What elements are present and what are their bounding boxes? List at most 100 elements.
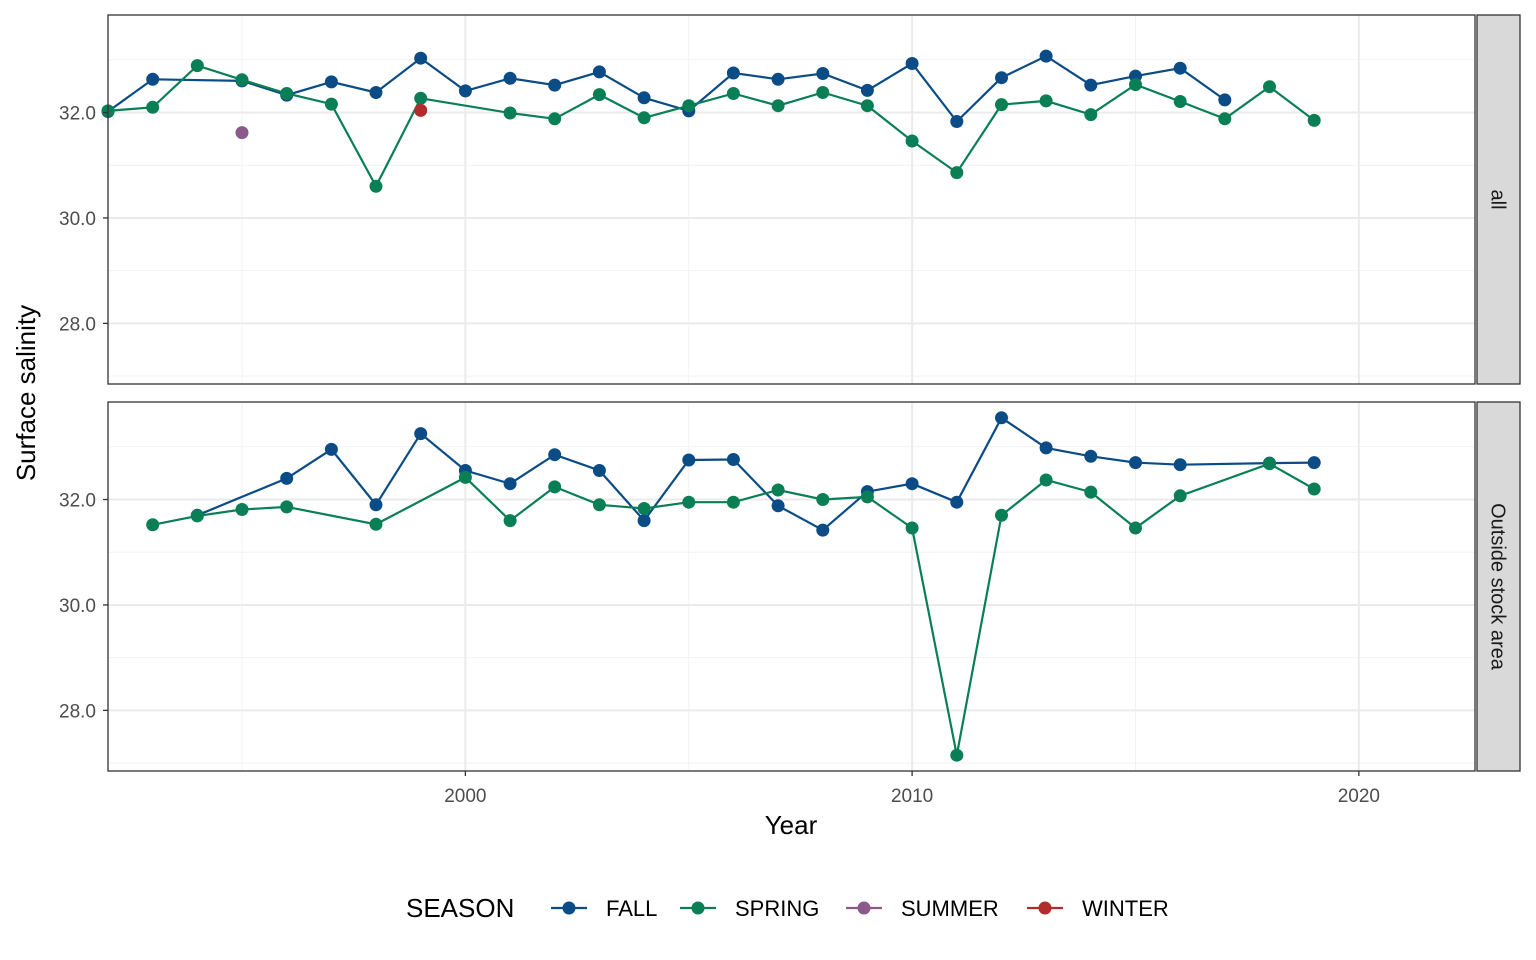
data-point	[637, 111, 651, 125]
data-point	[1129, 456, 1142, 470]
legend-label: SUMMER	[901, 896, 999, 921]
legend-item-winter: WINTER	[1027, 896, 1169, 921]
data-point	[771, 483, 785, 497]
data-point	[682, 495, 696, 509]
data-point	[369, 498, 383, 512]
data-point	[324, 442, 338, 456]
data-point	[280, 471, 294, 485]
data-point	[1084, 485, 1098, 499]
data-point	[1039, 441, 1053, 455]
data-point	[1129, 78, 1142, 92]
data-point	[146, 100, 160, 114]
data-point	[280, 500, 294, 514]
data-point	[816, 67, 830, 80]
data-point	[1263, 457, 1276, 471]
data-point	[414, 91, 428, 105]
data-point	[1084, 108, 1098, 122]
legend-key-point	[562, 901, 576, 915]
y-tick-label: 32.0	[59, 104, 96, 125]
data-point	[771, 72, 785, 86]
data-point	[995, 508, 1008, 522]
data-point	[414, 103, 428, 117]
data-point	[905, 57, 919, 70]
y-tick-label: 28.0	[59, 701, 96, 722]
panel-background	[108, 15, 1475, 384]
data-point	[1084, 449, 1098, 463]
data-point	[414, 51, 428, 65]
chart-panels: 28.0 30.0 32.0 all 28.0 30.0 32.0 Outside stock…	[59, 14, 1521, 772]
legend-label: SPRING	[735, 896, 819, 921]
data-point	[548, 78, 562, 92]
data-point	[503, 477, 517, 491]
data-point	[1307, 113, 1321, 127]
data-point	[905, 134, 919, 148]
data-point	[190, 509, 204, 523]
data-point	[950, 115, 964, 128]
data-point	[146, 518, 160, 532]
data-point	[1173, 95, 1187, 108]
data-point	[637, 502, 651, 515]
data-point	[1039, 473, 1053, 487]
legend-item-fall: FALL	[551, 896, 657, 921]
data-point	[1173, 458, 1187, 472]
data-point	[860, 490, 874, 504]
series-fall	[190, 411, 1321, 537]
data-point	[1263, 80, 1276, 94]
data-point	[1039, 94, 1053, 108]
legend-key-point	[691, 901, 705, 915]
data-point	[816, 86, 830, 99]
data-point	[1218, 112, 1232, 126]
facet-strip	[1476, 14, 1521, 385]
data-point	[995, 98, 1008, 112]
legend-item-spring: SPRING	[680, 896, 819, 921]
legend-label: WINTER	[1082, 896, 1169, 921]
data-point	[1173, 61, 1187, 75]
data-point	[1039, 49, 1053, 63]
legend-key-point	[857, 901, 871, 915]
y-tick-label: 30.0	[59, 596, 96, 617]
data-point	[637, 514, 651, 528]
data-point	[860, 99, 874, 113]
legend-items: FALL SPRING SUMMER WINTER	[551, 896, 1169, 921]
legend-title: SEASON	[406, 893, 514, 923]
data-point	[682, 453, 696, 467]
panel-0: 28.0 30.0 32.0 all	[59, 14, 1521, 385]
data-point	[235, 73, 249, 87]
data-point	[771, 499, 785, 513]
x-tick-label: 2020	[1338, 786, 1380, 807]
y-tick-label: 28.0	[59, 314, 96, 335]
data-point	[592, 464, 606, 477]
data-point	[726, 495, 740, 509]
legend-key-point	[1038, 901, 1052, 915]
data-point	[458, 84, 472, 98]
data-point	[369, 179, 383, 193]
legend-item-summer: SUMMER	[846, 896, 999, 921]
data-point	[235, 126, 249, 140]
data-point	[771, 99, 785, 113]
data-point	[682, 99, 696, 113]
data-point	[950, 495, 964, 509]
data-point	[726, 453, 740, 466]
data-point	[146, 72, 160, 86]
data-point	[414, 427, 428, 441]
data-point	[548, 112, 562, 126]
x-tick-label: 2010	[891, 786, 933, 807]
data-point	[1307, 456, 1321, 470]
data-point	[235, 503, 249, 516]
data-point	[726, 66, 740, 80]
data-point	[816, 493, 830, 506]
data-point	[548, 448, 562, 462]
data-point	[592, 498, 606, 512]
data-point	[369, 86, 383, 99]
data-point	[592, 65, 606, 79]
data-point	[548, 480, 562, 494]
y-tick-label: 30.0	[59, 209, 96, 230]
legend-label: FALL	[606, 896, 657, 921]
y-axis-title: Surface salinity	[11, 305, 41, 481]
data-point	[637, 91, 651, 105]
data-point	[592, 88, 606, 102]
data-point	[995, 71, 1008, 85]
data-point	[503, 106, 517, 120]
series-winter	[414, 103, 428, 117]
data-point	[324, 75, 338, 89]
